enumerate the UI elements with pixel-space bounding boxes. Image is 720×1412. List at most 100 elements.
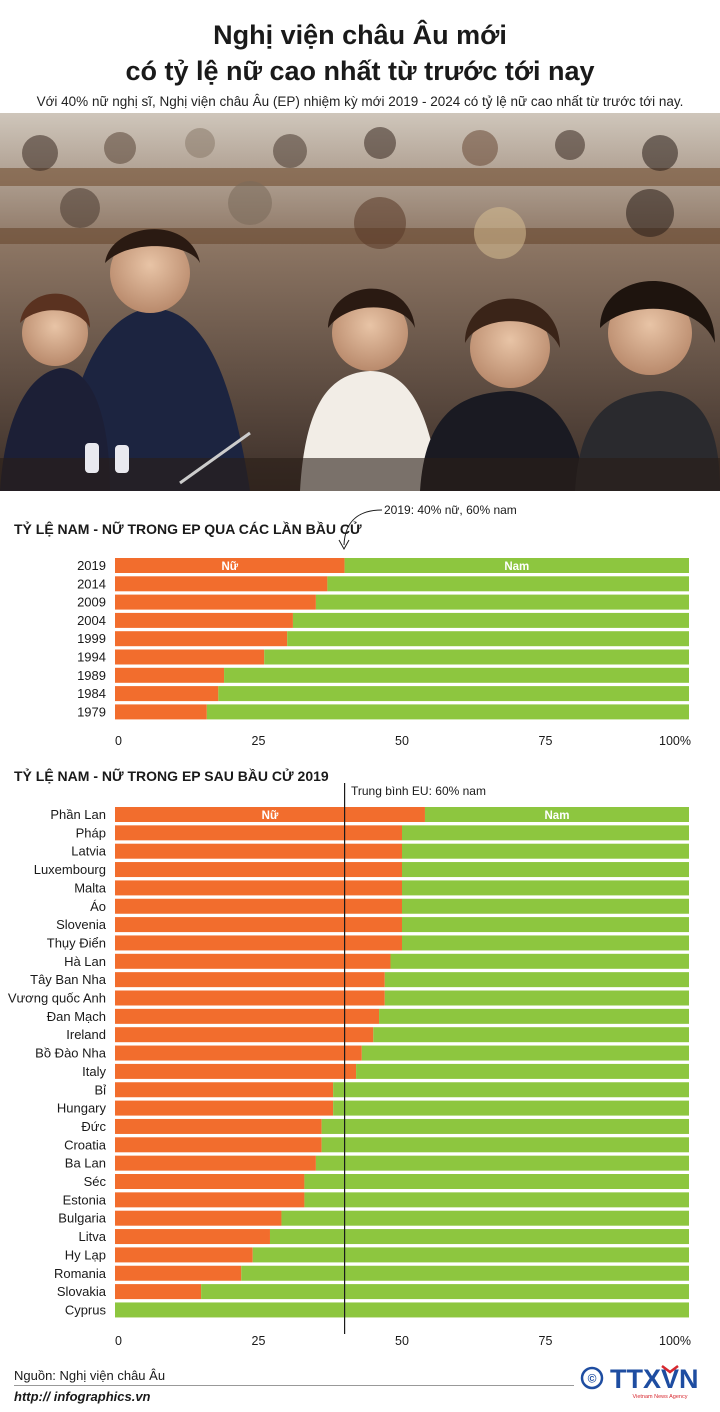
page-title-line2: có tỷ lệ nữ cao nhất từ trước tới nay — [125, 56, 595, 86]
category-label-0-8: 1979 — [77, 704, 106, 719]
category-label-0-6: 1989 — [77, 668, 106, 683]
bar-male-1-13 — [361, 1045, 689, 1061]
category-label-1-19: Ba Lan — [65, 1156, 106, 1171]
annotation-arrow-head-0 — [338, 539, 350, 551]
bar-female-1-9 — [115, 972, 385, 988]
bar-male-1-27 — [115, 1302, 689, 1318]
category-label-1-13: Bồ Đào Nha — [35, 1046, 107, 1061]
bar-female-1-25 — [115, 1265, 242, 1281]
bar-female-0-6 — [115, 667, 225, 683]
bar-female-1-1 — [115, 825, 402, 841]
bar-female-1-7 — [115, 935, 402, 951]
bar-label-male-0: Nam — [504, 561, 529, 573]
bar-label-male-1: Nam — [545, 810, 570, 822]
x-tick-1-2: 50 — [395, 1334, 409, 1348]
x-tick-0-1: 25 — [252, 734, 266, 748]
category-label-1-12: Ireland — [66, 1027, 106, 1042]
bar-female-1-17 — [115, 1118, 322, 1134]
photo-illustration — [0, 113, 720, 491]
bar-male-1-23 — [269, 1229, 689, 1245]
bar-female-1-5 — [115, 898, 402, 914]
category-label-1-7: Thụy Điển — [47, 935, 106, 950]
category-label-1-25: Romania — [54, 1266, 107, 1281]
bar-female-1-8 — [115, 953, 391, 969]
bar-female-0-1 — [115, 576, 328, 592]
bar-female-0-0 — [115, 558, 345, 573]
page-title-line1: Nghị viện châu Âu mới — [213, 20, 507, 50]
bar-male-1-18 — [321, 1137, 689, 1153]
bar-female-1-22 — [115, 1210, 282, 1226]
category-label-1-4: Malta — [74, 880, 107, 895]
bar-male-1-15 — [333, 1082, 689, 1098]
bar-male-1-16 — [333, 1100, 689, 1116]
bar-male-0-0 — [344, 558, 689, 573]
bar-male-0-7 — [218, 686, 689, 702]
ttxvn-logo: © TTXVN Vietnam News Agency — [580, 1364, 699, 1400]
bar-male-0-4 — [287, 631, 689, 647]
bar-female-1-20 — [115, 1174, 305, 1189]
bar-label-female-0: Nữ — [221, 561, 238, 573]
bar-female-0-2 — [115, 594, 316, 610]
bar-female-1-23 — [115, 1229, 270, 1245]
bar-female-1-18 — [115, 1137, 322, 1153]
chart1-title: TỶ LỆ NAM - NỮ TRONG EP QUA CÁC LẦN BẦU … — [14, 521, 362, 537]
logo-text: TTXVN — [610, 1364, 699, 1394]
category-label-1-2: Latvia — [71, 844, 106, 859]
bar-male-1-20 — [304, 1174, 689, 1189]
bar-male-0-6 — [224, 667, 689, 683]
category-label-1-11: Đan Mạch — [47, 1009, 106, 1024]
category-label-1-5: Áo — [90, 899, 106, 914]
bar-male-1-12 — [373, 1027, 689, 1043]
bar-female-0-8 — [115, 704, 207, 720]
bar-female-1-11 — [115, 1008, 380, 1024]
category-label-1-8: Hà Lan — [64, 954, 106, 969]
category-label-0-5: 1994 — [77, 650, 106, 665]
category-label-1-20: Séc — [84, 1174, 107, 1189]
bar-female-1-24 — [115, 1247, 253, 1263]
bar-female-1-12 — [115, 1027, 374, 1043]
bar-male-1-25 — [241, 1265, 689, 1281]
category-label-1-24: Hy Lạp — [65, 1247, 106, 1262]
parliament-photo — [0, 113, 720, 491]
bar-female-0-3 — [115, 612, 293, 628]
category-label-1-16: Hungary — [57, 1101, 107, 1116]
bar-male-1-22 — [281, 1210, 689, 1226]
page-subtitle: Với 40% nữ nghị sĩ, Nghị viện châu Âu (E… — [36, 94, 684, 109]
bar-male-0-2 — [315, 594, 689, 610]
annotation-arrow-line-0 — [343, 509, 383, 546]
x-tick-0-2: 50 — [395, 734, 409, 748]
logo-copyright-symbol: © — [588, 1372, 597, 1386]
bar-male-1-1 — [402, 825, 689, 841]
bar-female-0-4 — [115, 631, 288, 647]
category-label-1-15: Bỉ — [94, 1082, 106, 1097]
bar-female-1-14 — [115, 1063, 357, 1079]
website-link[interactable]: http:// infographics.vn — [14, 1389, 151, 1404]
chart2-annotation: Trung bình EU: 60% nam — [351, 784, 486, 798]
x-tick-1-1: 25 — [252, 1334, 266, 1348]
category-label-1-18: Croatia — [64, 1137, 107, 1152]
bar-male-1-9 — [384, 972, 689, 988]
category-label-1-21: Estonia — [63, 1192, 107, 1207]
logo-subtext: Vietnam News Agency — [633, 1394, 688, 1400]
category-label-1-6: Slovenia — [56, 917, 107, 932]
bar-female-0-7 — [115, 686, 219, 702]
bar-female-1-16 — [115, 1100, 334, 1116]
bar-female-1-21 — [115, 1192, 305, 1208]
bar-female-1-4 — [115, 880, 402, 896]
chart2-title: TỶ LỆ NAM - NỮ TRONG EP SAU BẦU CỬ 2019 — [14, 768, 329, 784]
category-label-1-10: Vương quốc Anh — [8, 991, 106, 1006]
bar-male-1-19 — [315, 1155, 689, 1171]
category-label-1-23: Litva — [79, 1229, 107, 1244]
bar-male-1-7 — [402, 935, 689, 951]
bar-female-1-3 — [115, 862, 402, 878]
category-label-0-7: 1984 — [77, 686, 106, 701]
bar-male-1-5 — [402, 898, 689, 914]
x-tick-0-0: 0 — [115, 734, 122, 748]
bar-female-1-0 — [115, 807, 425, 822]
bar-female-1-19 — [115, 1155, 316, 1171]
bar-male-1-14 — [356, 1063, 689, 1079]
category-label-1-26: Slovakia — [57, 1284, 107, 1299]
bar-male-1-8 — [390, 953, 689, 969]
category-label-1-27: Cyprus — [65, 1302, 107, 1317]
